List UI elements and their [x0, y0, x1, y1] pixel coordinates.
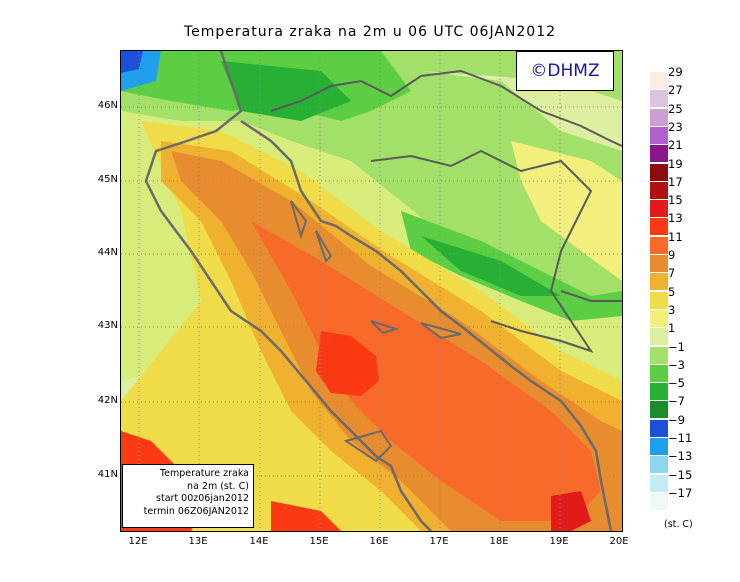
legend-swatch — [650, 474, 668, 492]
legend-units: (st. C) — [664, 519, 693, 530]
lat-label-45n: 45N — [97, 174, 118, 185]
legend-label: 23 — [668, 119, 683, 134]
balkan-coastline — [240, 119, 613, 531]
legend-label: 15 — [668, 193, 683, 208]
legend-swatch — [650, 255, 668, 272]
lat-label-43n: 43N — [97, 320, 118, 331]
legend-label: −17 — [668, 485, 693, 500]
legend-label: 27 — [668, 83, 683, 98]
legend-label: −7 — [668, 394, 685, 409]
map-title: Temperatura zraka na 2m u 06 UTC 06JAN20… — [183, 24, 557, 40]
legend-swatch — [650, 218, 668, 236]
legend-label: 17 — [668, 174, 683, 189]
lat-label-42n: 42N — [97, 395, 118, 406]
legend-swatch — [650, 328, 668, 346]
info-line-1: Temperature zraka — [159, 468, 249, 479]
legend-swatch — [650, 90, 668, 108]
lon-label-20e: 20E — [609, 536, 629, 547]
legend-swatch — [650, 163, 668, 181]
legend-label: 9 — [668, 248, 676, 262]
lon-label-12e: 12E — [128, 536, 148, 547]
legend-label: −5 — [668, 376, 685, 391]
legend-label: 29 — [668, 65, 683, 79]
legend-swatch — [650, 200, 668, 218]
legend-swatch — [650, 236, 668, 254]
legend-label: −15 — [668, 467, 693, 482]
info-line-4: termin 06Z06JAN2012 — [143, 505, 249, 517]
legend-swatch — [650, 364, 668, 382]
legend-label: 1 — [668, 321, 676, 336]
legend-swatch — [650, 273, 668, 291]
lon-label-14e: 14E — [249, 536, 269, 547]
lon-label-17e: 17E — [429, 536, 449, 547]
legend-swatch — [650, 438, 668, 455]
italy-coastline — [144, 51, 432, 531]
legend-label: 25 — [668, 101, 683, 116]
legend-swatch — [650, 346, 668, 364]
copyright-label: ©DHMZ — [516, 51, 614, 91]
lon-label-15e: 15E — [309, 536, 329, 547]
islands — [290, 200, 462, 340]
lat-label-44n: 44N — [97, 247, 118, 258]
temperature-map — [120, 50, 623, 532]
legend-swatch — [650, 383, 668, 401]
legend-swatch — [650, 456, 668, 474]
temperature-field — [121, 51, 622, 531]
legend-label: −13 — [668, 449, 693, 464]
lat-label-41n: 41N — [97, 469, 118, 480]
info-line-3: start 00z06jan2012 — [156, 493, 249, 504]
legend-swatch — [650, 401, 668, 419]
lon-label-16e: 16E — [369, 536, 389, 547]
legend-swatch — [650, 126, 668, 144]
legend-label: −3 — [668, 357, 685, 372]
legend-label: 19 — [668, 156, 683, 171]
legend-swatch — [650, 419, 668, 437]
legend-label: 11 — [668, 229, 683, 244]
legend-swatch — [650, 492, 668, 510]
lat-label-46n: 46N — [97, 100, 118, 111]
legend-swatch — [650, 108, 668, 126]
lon-label-18e: 18E — [489, 536, 509, 547]
lon-label-19e: 19E — [549, 536, 569, 547]
legend-swatch — [650, 309, 668, 327]
legend-label: 5 — [668, 284, 676, 299]
legend-label: 7 — [668, 266, 676, 281]
serbia-border — [560, 290, 622, 302]
legend-swatch — [650, 291, 668, 309]
gargano-coast — [343, 429, 393, 463]
legend-label: 13 — [668, 211, 683, 226]
legend-label: −9 — [668, 412, 685, 427]
graticule — [121, 51, 622, 531]
lon-label-13e: 13E — [188, 536, 208, 547]
legend-label: 3 — [668, 302, 676, 317]
legend-swatch — [650, 72, 668, 89]
northern-border — [270, 69, 622, 147]
legend-swatch — [650, 145, 668, 163]
legend-label: 21 — [668, 138, 683, 153]
legend-swatch — [650, 181, 668, 199]
info-box: Temperature zraka na 2m (st. C) start 00… — [122, 464, 254, 528]
info-line-2: na 2m (st. C) — [187, 480, 249, 492]
bosnia-border — [370, 149, 594, 353]
legend-label: −11 — [668, 431, 693, 445]
legend-label: −1 — [668, 339, 685, 354]
